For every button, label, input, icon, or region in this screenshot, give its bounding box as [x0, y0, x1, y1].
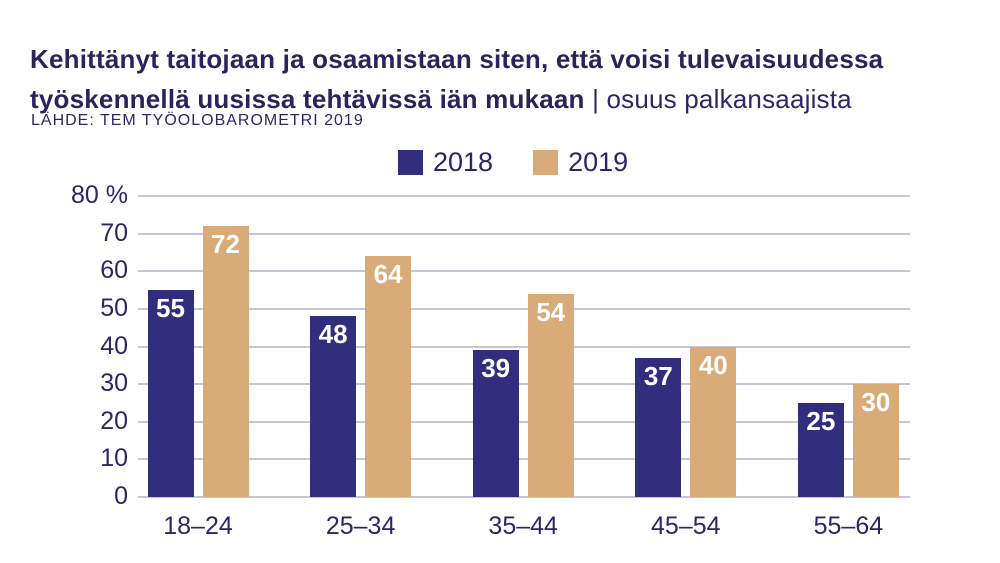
x-axis-category-label: 55–64 [813, 512, 884, 540]
bar-2018: 25 [797, 402, 844, 497]
bar-2018: 48 [310, 316, 357, 497]
legend-swatch-2019 [533, 150, 559, 175]
grid-line [138, 232, 910, 235]
x-axis-category-label: 18–24 [163, 512, 233, 540]
bar-value-label: 72 [211, 229, 240, 260]
grid-line [138, 458, 910, 461]
y-axis-tick-label: 50 [100, 293, 128, 322]
bar-2019: 54 [527, 293, 574, 497]
bar-value-label: 39 [481, 353, 511, 384]
bar-value-label: 48 [318, 319, 348, 350]
bar-2018: 39 [472, 350, 519, 497]
y-axis-tick-label: 0 [114, 481, 128, 510]
bar-value-label: 54 [536, 296, 566, 327]
y-axis-tick-label: 10 [100, 444, 128, 473]
bar-value-label: 37 [643, 360, 673, 391]
bar-2019: 72 [202, 226, 249, 497]
y-axis-tick-label: 80 % [71, 180, 128, 209]
legend-label: 2018 [433, 147, 494, 177]
y-axis-tick-label: 30 [100, 369, 128, 398]
grid-line [138, 383, 910, 386]
legend-label: 2019 [568, 147, 629, 177]
y-axis-tick-label: 60 [100, 256, 128, 285]
bar-value-label: 64 [373, 259, 403, 290]
legend-item-2018: 2018 [398, 147, 494, 177]
grid-line [138, 345, 910, 348]
chart-legend: 2018 2019 [398, 147, 629, 177]
grid-line [138, 270, 910, 273]
x-axis-category-label: 45–54 [651, 512, 721, 540]
y-axis-tick-label: 20 [100, 406, 128, 435]
y-axis-tick-label: 40 [100, 331, 128, 360]
bar-2019: 64 [365, 256, 412, 497]
bar-2018: 37 [635, 357, 682, 497]
bar-value-label: 40 [698, 349, 728, 380]
x-axis-category-label: 25–34 [325, 512, 396, 540]
grid-line [138, 195, 910, 197]
bar-2019: 30 [852, 384, 899, 497]
grid-line [138, 496, 910, 498]
legend-swatch-2018 [398, 150, 423, 175]
y-axis-tick-label: 70 [100, 218, 128, 247]
bar-value-label: 55 [156, 293, 185, 324]
legend-item-2019: 2019 [533, 147, 629, 177]
bar-value-label: 30 [861, 387, 891, 418]
bar-value-label: 25 [806, 405, 836, 436]
chart-source-label: LÄHDE: TEM TYÖOLOBAROMETRI 2019 [31, 112, 364, 129]
grid-line [138, 307, 910, 310]
grid-line [138, 420, 910, 423]
bar-2019: 40 [690, 346, 737, 497]
chart-title-separator: | [584, 84, 607, 115]
chart-title-suffix: osuus palkansaajista [606, 84, 852, 115]
chart-title: Kehittänyt taitojaan ja osaamistaan site… [30, 39, 978, 119]
x-axis-category-label: 35–44 [488, 512, 558, 540]
bar-2018: 55 [147, 290, 194, 497]
chart-title-main: Kehittänyt taitojaan ja osaamistaan site… [30, 44, 884, 115]
